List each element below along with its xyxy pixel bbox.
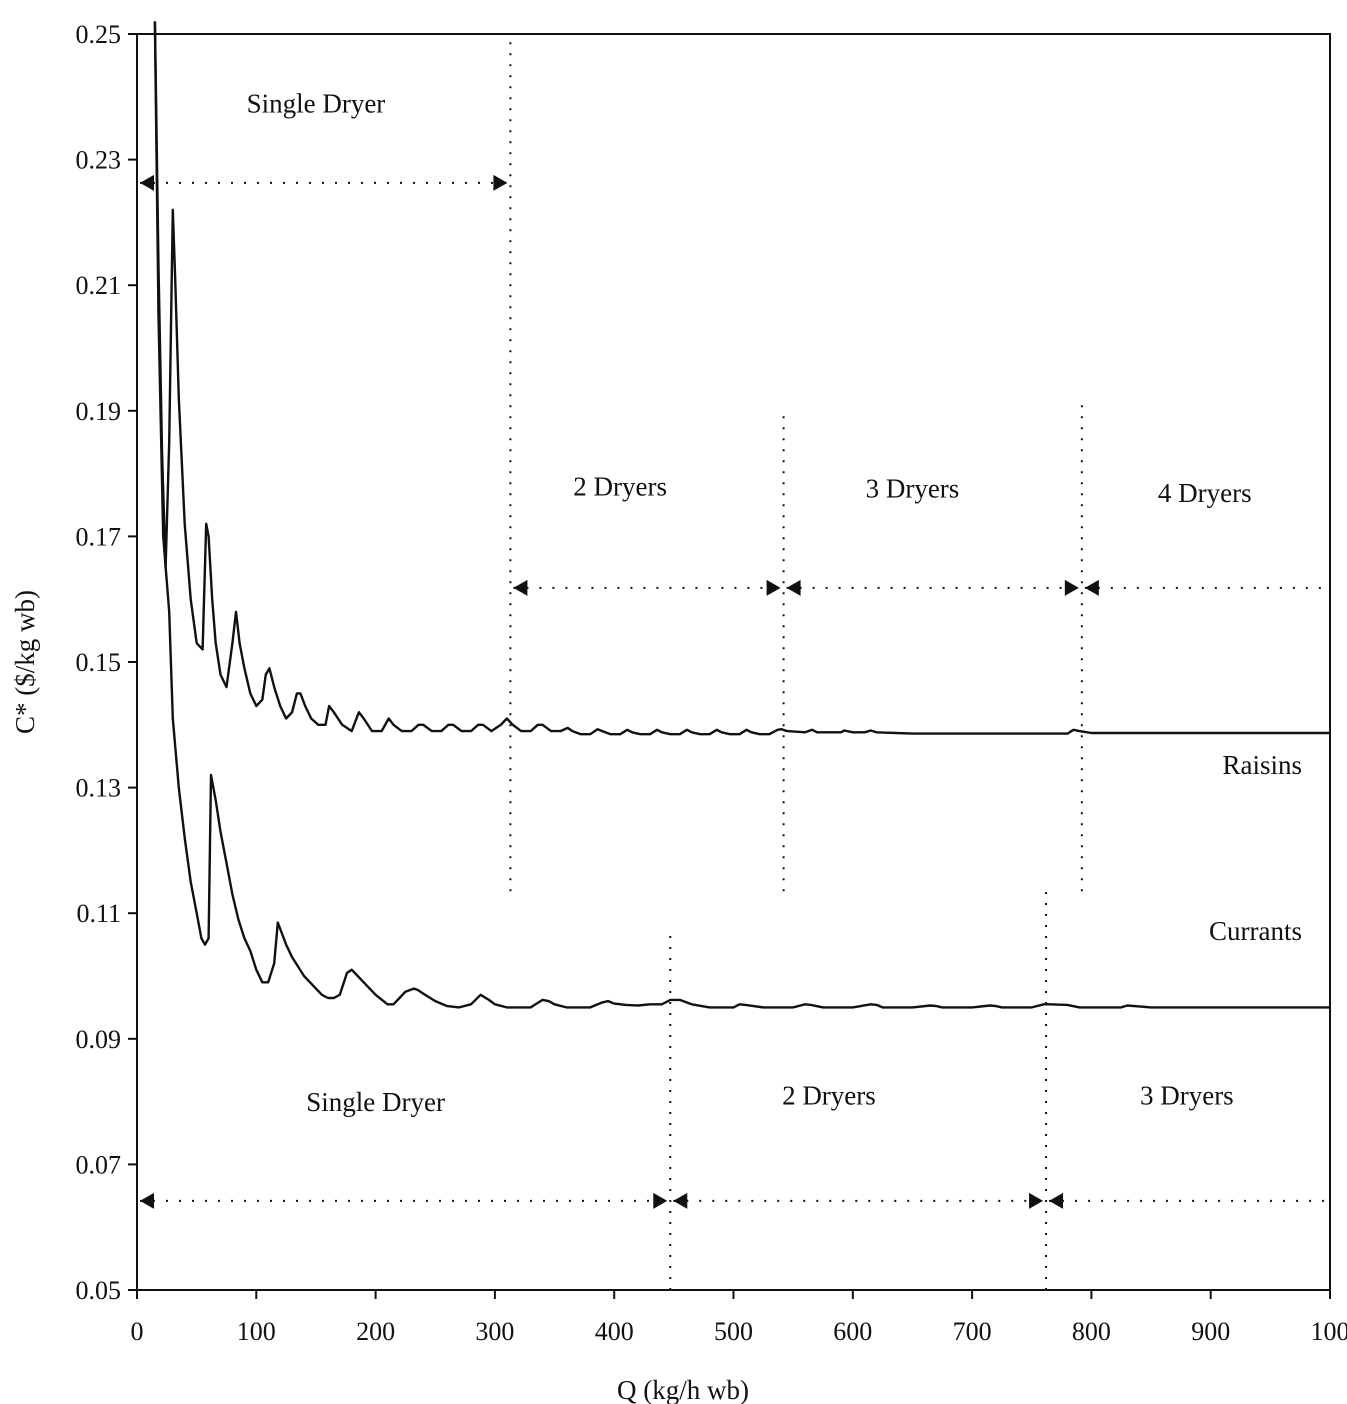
y-axis-ticks: 0.05 0.07 0.09 0.11 0.13 0.15 0.17 0.19 0.21 0.23… bbox=[76, 20, 137, 1305]
x-tick-label: 100 bbox=[237, 1317, 276, 1346]
series-line-currants bbox=[153, 21, 1330, 1009]
arrowhead bbox=[140, 1192, 154, 1209]
x-axis-title: Q (kg/h wb) bbox=[617, 1375, 749, 1404]
dryer-count-label: 2 Dryers bbox=[782, 1081, 876, 1111]
dryer-count-label: Single Dryer bbox=[306, 1087, 445, 1117]
arrowhead bbox=[493, 174, 508, 191]
arrowhead bbox=[1064, 579, 1079, 596]
arrowhead bbox=[1049, 1192, 1064, 1209]
x-tick-label: 500 bbox=[714, 1317, 753, 1346]
y-tick-label: 0.23 bbox=[76, 146, 122, 175]
arrowhead bbox=[513, 579, 528, 596]
x-tick-label: 400 bbox=[595, 1317, 634, 1346]
arrowhead bbox=[786, 579, 801, 596]
x-tick-label: 100 bbox=[1311, 1317, 1347, 1346]
x-tick-label: 300 bbox=[475, 1317, 514, 1346]
y-tick-label: 0.19 bbox=[76, 397, 122, 426]
y-tick-label: 0.05 bbox=[76, 1276, 122, 1305]
series-line-raisins bbox=[153, 21, 1330, 736]
arrowhead bbox=[1084, 579, 1099, 596]
arrowhead bbox=[766, 579, 781, 596]
arrowhead bbox=[1029, 1192, 1044, 1209]
y-tick-label: 0.21 bbox=[76, 271, 122, 300]
dryer-count-label: 3 Dryers bbox=[1140, 1081, 1234, 1111]
x-axis-ticks: 0 100 200 300 400 500 600 700 800 900 100 bbox=[131, 1290, 1347, 1346]
y-tick-label: 0.25 bbox=[76, 20, 122, 49]
x-tick-label: 700 bbox=[953, 1317, 992, 1346]
series-label-currants: Currants bbox=[1209, 916, 1302, 946]
dryer-count-label: 2 Dryers bbox=[573, 472, 667, 502]
boundary-lines bbox=[509, 34, 1083, 1290]
series-label-raisins: Raisins bbox=[1222, 750, 1302, 780]
series-labels: Raisins Currants bbox=[1209, 750, 1302, 946]
dryer-count-label: 3 Dryers bbox=[866, 473, 960, 503]
dryer-count-label: Single Dryer bbox=[247, 89, 386, 119]
x-tick-label: 600 bbox=[833, 1317, 872, 1346]
dryer-range-arrows bbox=[140, 174, 1330, 1209]
series-lines bbox=[153, 21, 1330, 1009]
y-tick-label: 0.15 bbox=[76, 648, 122, 677]
y-tick-label: 0.09 bbox=[76, 1025, 122, 1054]
y-tick-label: 0.07 bbox=[76, 1150, 122, 1179]
x-tick-label: 800 bbox=[1072, 1317, 1111, 1346]
y-tick-label: 0.17 bbox=[76, 522, 122, 551]
x-tick-label: 200 bbox=[356, 1317, 395, 1346]
y-tick-label: 0.13 bbox=[76, 774, 122, 803]
arrowhead bbox=[140, 174, 154, 191]
x-tick-label: 900 bbox=[1191, 1317, 1230, 1346]
dryer-count-label: 4 Dryers bbox=[1158, 478, 1252, 508]
dryer-annotations: Single Dryer 2 Dryers 3 Dryers 4 Dryers Sing… bbox=[247, 89, 1252, 1118]
y-tick-label: 0.11 bbox=[76, 899, 121, 928]
arrowhead bbox=[653, 1192, 668, 1209]
y-axis-title: C* ($/kg wb) bbox=[10, 590, 40, 734]
arrowhead bbox=[673, 1192, 688, 1209]
x-tick-label: 0 bbox=[131, 1317, 144, 1346]
